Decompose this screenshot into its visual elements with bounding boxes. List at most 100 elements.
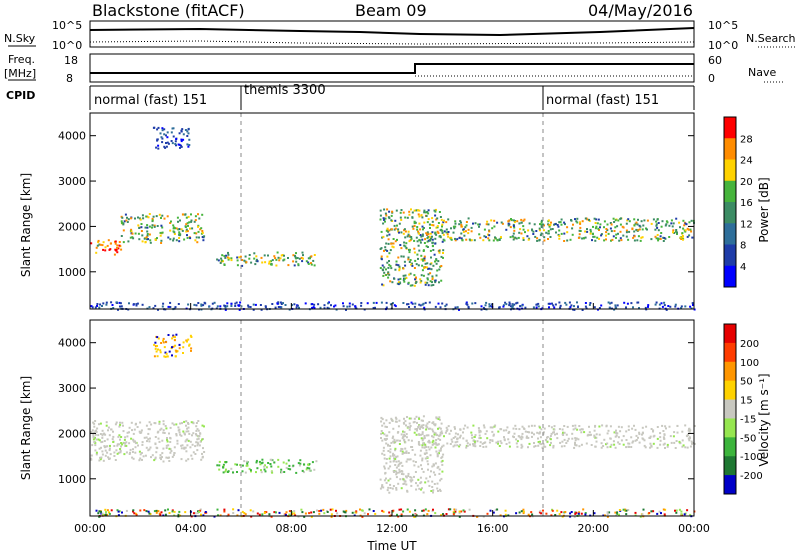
data-cell bbox=[152, 126, 155, 129]
data-cell bbox=[184, 446, 187, 449]
data-cell bbox=[152, 307, 155, 310]
data-cell bbox=[665, 220, 668, 223]
data-cell bbox=[161, 214, 164, 217]
y-tick-label: 3000 bbox=[58, 175, 86, 188]
data-cell bbox=[420, 274, 423, 277]
data-cell bbox=[418, 222, 421, 225]
data-cell bbox=[393, 438, 396, 441]
data-cell bbox=[183, 238, 186, 241]
data-cell bbox=[125, 219, 128, 222]
data-cell bbox=[636, 301, 639, 304]
data-cell bbox=[162, 460, 165, 463]
data-cell bbox=[144, 241, 147, 244]
data-cell bbox=[392, 452, 395, 455]
data-cell bbox=[255, 255, 258, 258]
data-cell bbox=[435, 258, 438, 261]
data-cell bbox=[101, 450, 104, 453]
data-cell bbox=[580, 512, 583, 515]
data-cell bbox=[161, 226, 164, 229]
data-cell bbox=[198, 236, 200, 239]
data-cell bbox=[329, 508, 332, 511]
data-cell bbox=[157, 126, 160, 129]
data-cell bbox=[685, 223, 688, 226]
data-cell bbox=[146, 230, 149, 233]
data-cell bbox=[444, 305, 447, 308]
data-cell bbox=[435, 259, 438, 262]
data-cell bbox=[227, 470, 230, 473]
data-cell bbox=[435, 233, 438, 236]
data-cell bbox=[385, 242, 388, 245]
data-cell bbox=[453, 514, 456, 517]
data-cell bbox=[537, 305, 540, 308]
data-cell bbox=[147, 438, 150, 441]
data-cell bbox=[177, 303, 180, 305]
data-cell bbox=[548, 224, 551, 227]
data-cell bbox=[318, 512, 321, 515]
data-cell bbox=[407, 281, 410, 284]
region-4 bbox=[379, 208, 445, 287]
data-cell bbox=[140, 230, 143, 232]
data-cell bbox=[633, 218, 636, 221]
data-cell bbox=[539, 223, 541, 226]
data-cell bbox=[622, 443, 625, 446]
data-cell bbox=[224, 256, 227, 259]
data-cell bbox=[432, 284, 435, 286]
data-cell bbox=[413, 274, 416, 277]
data-cell bbox=[577, 236, 580, 239]
data-cell bbox=[437, 443, 440, 446]
data-cell bbox=[655, 223, 658, 226]
data-cell bbox=[379, 214, 382, 217]
data-cell bbox=[114, 240, 117, 243]
data-cell bbox=[533, 442, 535, 444]
data-cell bbox=[463, 510, 466, 513]
data-cell bbox=[495, 441, 498, 444]
data-cell bbox=[456, 238, 459, 241]
data-cell bbox=[478, 437, 481, 440]
data-cell bbox=[382, 510, 385, 513]
data-cell bbox=[596, 222, 599, 225]
data-cell bbox=[168, 350, 171, 353]
data-cell bbox=[458, 512, 461, 515]
data-cell bbox=[569, 306, 572, 309]
data-cell bbox=[162, 420, 165, 423]
data-cell bbox=[383, 208, 386, 211]
data-cell bbox=[156, 345, 158, 347]
data-cell bbox=[94, 436, 96, 439]
data-cell bbox=[118, 301, 121, 304]
data-cell bbox=[396, 238, 398, 241]
data-cell bbox=[430, 256, 432, 259]
noise-tick-low-left: 10^0 bbox=[52, 39, 82, 52]
data-cell bbox=[622, 226, 625, 229]
data-cell bbox=[436, 230, 439, 233]
data-cell bbox=[236, 256, 239, 259]
data-cell bbox=[650, 428, 653, 430]
data-cell bbox=[389, 460, 392, 463]
data-cell bbox=[446, 233, 449, 236]
data-cell bbox=[421, 446, 424, 449]
data-cell bbox=[383, 467, 386, 470]
data-cell bbox=[397, 264, 400, 267]
freq-tick-low: 8 bbox=[66, 72, 73, 85]
data-cell bbox=[122, 223, 125, 226]
data-cell bbox=[688, 427, 691, 430]
data-cell bbox=[559, 221, 562, 224]
data-cell bbox=[411, 211, 414, 214]
data-cell bbox=[139, 457, 142, 460]
data-cell bbox=[230, 305, 233, 307]
data-cell bbox=[186, 234, 188, 237]
data-cell bbox=[198, 444, 201, 447]
data-cell bbox=[472, 443, 474, 446]
data-cell bbox=[527, 238, 530, 241]
data-cell bbox=[429, 475, 431, 478]
data-cell bbox=[424, 301, 427, 304]
data-cell bbox=[126, 431, 129, 434]
data-cell bbox=[552, 444, 555, 447]
data-cell bbox=[333, 305, 335, 308]
data-cell bbox=[289, 468, 292, 471]
data-cell bbox=[659, 432, 662, 435]
data-cell bbox=[466, 426, 469, 429]
data-cell bbox=[327, 302, 330, 305]
data-cell bbox=[601, 424, 604, 427]
data-cell bbox=[161, 137, 164, 140]
